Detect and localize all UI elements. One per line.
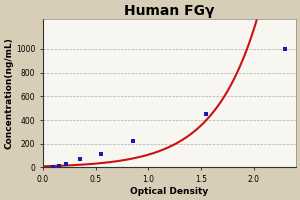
Point [204, 113, 209, 116]
Point [51, 165, 56, 168]
Y-axis label: Concentration(ng/mL): Concentration(ng/mL) [4, 37, 13, 149]
X-axis label: Optical Density: Optical Density [130, 187, 208, 196]
Point [56, 164, 61, 167]
Point [64, 162, 68, 165]
Point [77, 158, 82, 161]
Point [98, 153, 103, 156]
Title: Human FGγ: Human FGγ [124, 4, 214, 18]
Point [130, 140, 135, 143]
Point [283, 47, 288, 51]
